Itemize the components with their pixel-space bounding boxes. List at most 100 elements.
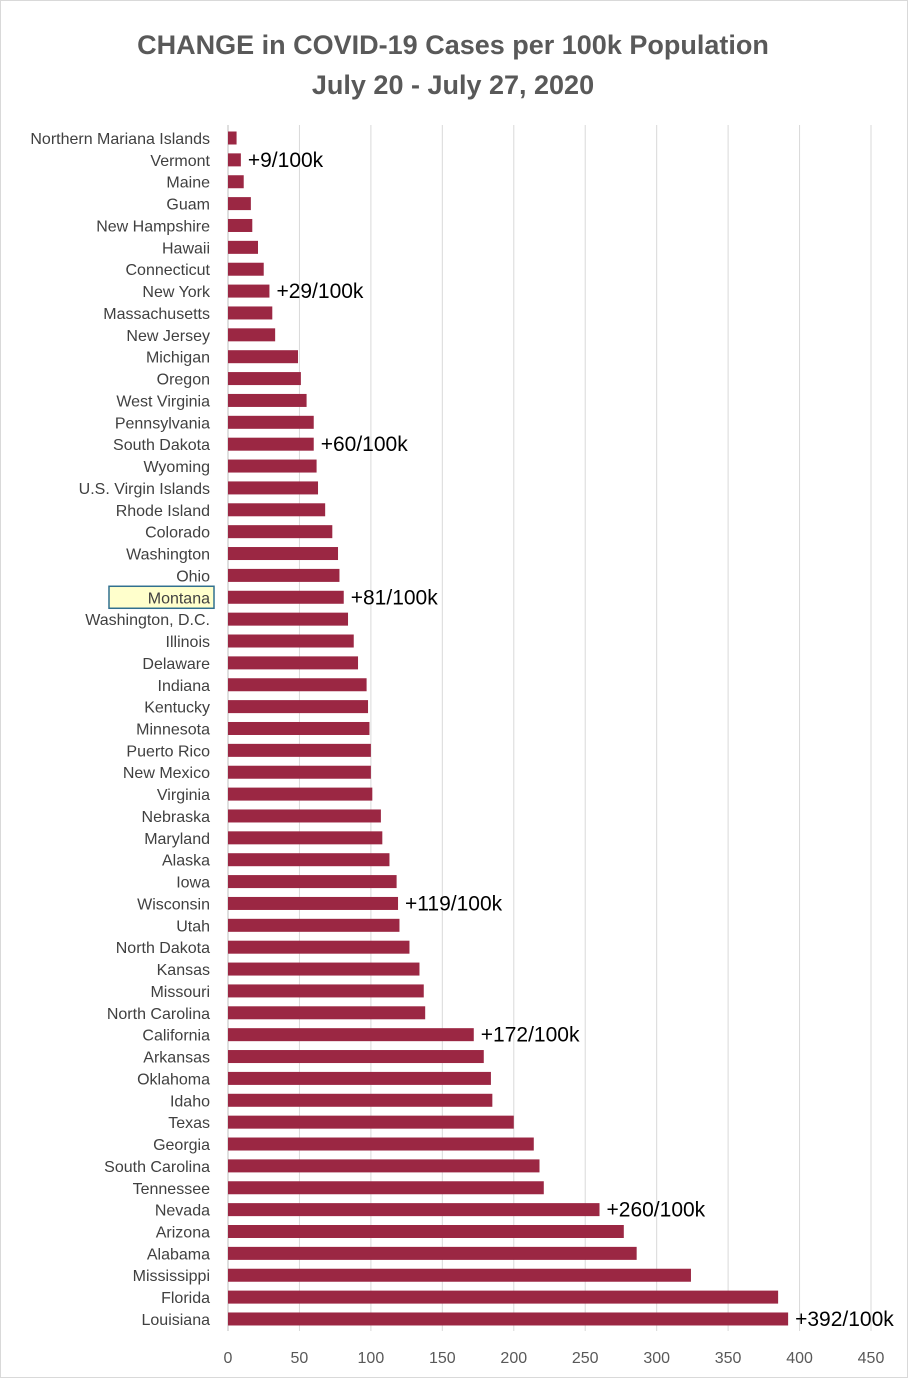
bar: [228, 656, 359, 670]
bar: [228, 700, 369, 714]
bar: [228, 328, 276, 342]
annotation-label: +60/100k: [321, 433, 408, 456]
category-label: Indiana: [158, 678, 211, 695]
category-label: Kansas: [157, 962, 210, 979]
category-label: U.S. Virgin Islands: [79, 481, 210, 498]
bar: [228, 1115, 514, 1129]
category-label: Nevada: [155, 1203, 210, 1220]
category-label: Nebraska: [142, 809, 211, 826]
category-label: Michigan: [146, 350, 210, 367]
annotations: +9/100k +29/100k +60/100k +81/100k +119/100k…: [248, 149, 894, 1331]
category-label: Alaska: [162, 853, 210, 870]
bars: [228, 131, 789, 1326]
bar: [228, 306, 273, 320]
annotation-label: +9/100k: [248, 149, 324, 172]
category-label: Connecticut: [126, 262, 211, 279]
x-tick-label: 200: [500, 1350, 527, 1367]
category-label: Virginia: [157, 787, 210, 804]
category-label: Rhode Island: [116, 503, 210, 520]
gridlines: [227, 125, 872, 1331]
category-label: Washington: [126, 547, 210, 564]
bar: [228, 284, 270, 298]
category-label: Missouri: [150, 984, 210, 1001]
category-label: Hawaii: [162, 240, 210, 257]
chart-subtitle: July 20 - July 27, 2020: [312, 70, 594, 100]
category-label: Mississippi: [133, 1268, 210, 1285]
category-label: North Carolina: [107, 1006, 210, 1023]
bar: [228, 1071, 491, 1085]
x-tick-label: 400: [786, 1350, 813, 1367]
x-tick-label: 50: [291, 1350, 309, 1367]
bar: [228, 459, 317, 473]
category-label: South Dakota: [113, 437, 210, 454]
bar: [228, 218, 253, 232]
bar: [228, 984, 424, 998]
category-label: New Mexico: [123, 765, 210, 782]
category-label: Wyoming: [143, 459, 210, 476]
bar: [228, 590, 344, 604]
category-label: New Jersey: [126, 328, 210, 345]
category-label: Massachusetts: [103, 306, 210, 323]
bar: [228, 393, 307, 407]
bar: [228, 1181, 544, 1195]
bar: [228, 175, 244, 189]
category-label: Alabama: [147, 1246, 210, 1263]
bar: [228, 131, 237, 145]
chart-title: CHANGE in COVID-19 Cases per 100k Popula…: [137, 30, 769, 60]
x-tick-label: 300: [643, 1350, 670, 1367]
annotation-label: +119/100k: [405, 892, 503, 915]
category-label: Ohio: [176, 568, 210, 585]
bar: [228, 481, 319, 495]
bar: [228, 437, 314, 451]
bar: [228, 809, 381, 823]
category-label: California: [142, 1028, 210, 1045]
category-label: Minnesota: [136, 721, 210, 738]
bar: [228, 1203, 600, 1217]
bar: [228, 678, 367, 692]
category-label: Illinois: [166, 634, 210, 651]
bar: [228, 1028, 474, 1042]
x-tick-label: 0: [224, 1350, 233, 1367]
highlight-box: [108, 585, 215, 610]
category-label: Maryland: [144, 831, 210, 848]
x-tick-label: 250: [572, 1350, 599, 1367]
category-label: Georgia: [153, 1137, 210, 1154]
bar: [228, 1225, 624, 1238]
category-label: New Hampshire: [96, 218, 210, 235]
bar: [228, 240, 259, 254]
bar: [228, 1093, 493, 1107]
category-label: Vermont: [150, 153, 210, 170]
bar: [228, 831, 383, 845]
category-label: Utah: [176, 918, 210, 935]
bar: [228, 503, 326, 517]
bar: [228, 1159, 540, 1173]
category-label: Guam: [166, 197, 210, 214]
bar: [228, 1006, 426, 1020]
category-label: Idaho: [170, 1093, 210, 1110]
category-label: Florida: [161, 1290, 210, 1307]
bar: [228, 1312, 789, 1326]
category-label: Washington, D.C.: [85, 612, 210, 629]
bar: [228, 1246, 637, 1260]
bar: [228, 634, 354, 648]
annotation-label: +392/100k: [795, 1308, 894, 1331]
category-label: Colorado: [145, 525, 210, 542]
bar: [228, 197, 251, 211]
bar: [228, 940, 410, 954]
category-label: Oklahoma: [137, 1071, 210, 1088]
bar: [228, 787, 373, 801]
x-tick-label: 100: [358, 1350, 385, 1367]
x-tick-label: 150: [429, 1350, 456, 1367]
bar: [228, 262, 264, 276]
x-tick-label: 450: [858, 1350, 885, 1367]
category-label: Tennessee: [133, 1181, 210, 1198]
bar: [228, 568, 340, 582]
category-labels: Northern Mariana Islands Vermont Maine Guam…: [30, 131, 211, 1329]
bar: [228, 853, 390, 867]
x-axis-tick-labels: 0 50 100 150 200 250 300 350 400 450: [224, 1350, 885, 1367]
category-label: West Virginia: [116, 393, 210, 410]
bar: [228, 547, 339, 561]
category-label: North Dakota: [116, 940, 210, 957]
category-label: Arkansas: [143, 1050, 210, 1067]
